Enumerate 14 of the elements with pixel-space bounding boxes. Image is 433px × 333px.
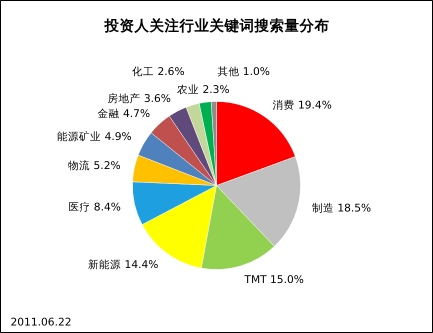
slice-label: 农业 2.3% [177, 83, 230, 96]
slice-label: 医疗 8.4% [68, 200, 121, 214]
slice-label: 金融 4.7% [98, 106, 150, 120]
text: 2011.06.22 [10, 316, 72, 328]
slice-label: 其他 1.0% [217, 65, 270, 78]
slice-label: 新能源 14.4% [88, 258, 158, 271]
slice-label: TMT 15.0% [243, 272, 304, 286]
slice-label: 能源矿业 4.9% [57, 130, 132, 143]
slice-label: 制造 18.5% [312, 201, 372, 214]
slice-label: 化工 2.6% [132, 65, 185, 78]
chart-title: 投资人关注行业关键词搜索量分布 [104, 16, 330, 34]
slice-label: 物流 5.2% [68, 158, 121, 172]
slice-label: 房地产 3.6% [107, 92, 171, 106]
slice-label: 消费 19.4% [272, 98, 332, 112]
